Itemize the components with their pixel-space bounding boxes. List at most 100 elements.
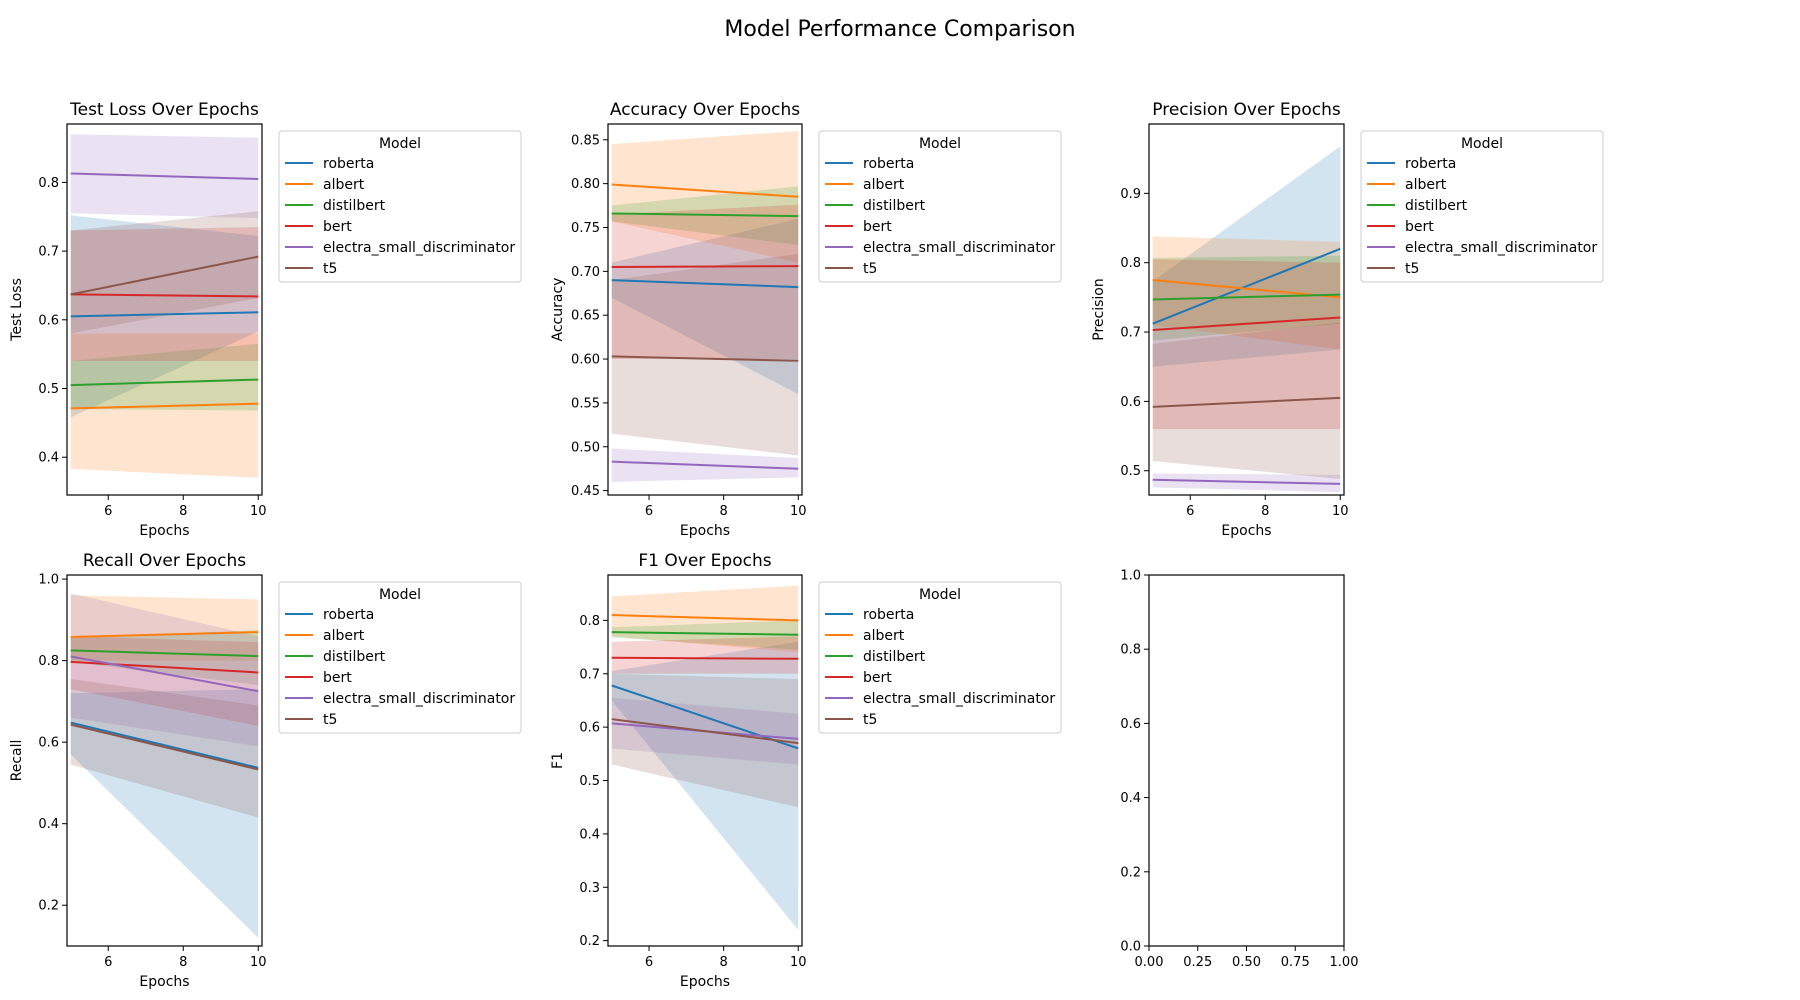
axes-frame [607,574,803,947]
x-tick-label: 10 [1332,504,1349,519]
ci-band-t5 [70,678,259,818]
ci-band-distilbert [1152,255,1341,341]
y-tick-label: 0.8 [38,176,59,191]
y-axis-label: Precision [1091,278,1107,340]
series-line-t5 [611,718,799,745]
series-line-albert [611,183,799,198]
axes-frame [66,123,263,496]
legend: Model roberta albert distilbert bert electra_… [278,581,522,734]
series-line-albert [70,402,259,410]
series-line-albert [611,614,799,622]
y-tick-label: 0.4 [1120,791,1141,806]
y-axis-label: Test Loss [9,278,25,342]
ci-band-electra_small_discriminator [1152,473,1341,493]
subplot-title: F1 Over Epochs [638,551,771,571]
x-axis-label: Epochs [1221,523,1271,539]
series-line-bert [70,293,259,298]
ci-band-electra_small_discriminator [70,593,259,747]
y-tick-label: 0.70 [571,265,600,280]
axes-frame [607,123,803,496]
x-tick-label: 6 [645,504,653,519]
y-axis-label: Accuracy [550,278,566,342]
y-tick-label: 0.8 [38,654,59,669]
legend-entry-electra_small_discriminator: electra_small_discriminator [863,691,1055,707]
y-tick-label: 0.4 [38,817,59,832]
legend: Model roberta albert distilbert bert electra_… [1360,130,1604,283]
ci-band-albert [70,595,259,661]
panels: 6 8 10 0.4 0.5 0.6 0.7 0.8 Test Loss Over Epochs… [9,100,1604,990]
series-line-bert [70,660,259,674]
subplot-1: 6 8 10 0.4 0.5 0.6 0.7 0.8 Test Loss Over Epochs… [9,100,522,539]
subplot-3: 6 8 10 0.5 0.6 0.7 0.8 0.9 Precision Over Epochs… [1091,100,1604,539]
y-tick-label: 0.6 [38,736,59,751]
subplot-4: 6 8 10 0.2 0.4 0.6 0.8 1.0 Recall Over Epochs Epo… [9,551,522,990]
subplot-title: Recall Over Epochs [83,551,246,571]
subplot-2: 6 8 10 0.45 0.50 0.55 0.60 0.65 0.70 0.75 0.80 0.85… [550,100,1062,539]
series-line-distilbert [70,378,259,387]
series-line-distilbert [611,212,799,218]
legend-entry-roberta: roberta [863,607,914,623]
series-line-roberta [611,684,799,750]
legend-entry-distilbert: distilbert [863,649,926,665]
subplot-6: 0.00 0.25 0.50 0.75 1.00 0.0 0.2 0.4 0.6 0.8 1.0 [1120,569,1358,971]
x-tick-label: 1.00 [1330,955,1359,970]
x-tick-label: 10 [790,504,807,519]
subplot-title: Test Loss Over Epochs [69,100,259,120]
y-tick-label: 1.0 [38,573,59,588]
legend-entry-bert: bert [1405,219,1434,235]
x-axis-label: Epochs [139,974,189,990]
legend-entry-roberta: roberta [1405,156,1456,172]
ci-band-roberta [1152,146,1341,367]
series-line-t5 [70,723,259,771]
y-tick-label: 0.8 [1120,643,1141,658]
x-tick-label: 8 [179,955,187,970]
y-tick-label: 0.50 [571,440,600,455]
series-line-electra_small_discriminator [70,655,259,693]
legend-entry-bert: bert [863,670,892,686]
legend-entry-distilbert: distilbert [323,198,386,214]
x-tick-label: 10 [250,504,267,519]
ci-band-t5 [70,211,259,334]
x-axis-label: Epochs [680,523,730,539]
ci-band-t5 [611,253,799,456]
legend-title: Model [919,136,961,152]
x-tick-label: 6 [104,955,112,970]
series-line-distilbert [1152,293,1341,301]
series-line-electra_small_discriminator [611,460,799,470]
legend-entry-roberta: roberta [323,607,374,623]
x-tick-label: 8 [720,955,728,970]
subplot-5: 6 8 10 0.2 0.3 0.4 0.5 0.6 0.7 0.8 F1 Over Epochs E… [550,551,1062,990]
y-tick-label: 0.85 [571,133,600,148]
legend-box [818,581,1062,734]
legend-entry-bert: bert [323,219,352,235]
legend-entry-t5: t5 [323,712,337,728]
x-tick-label: 0.50 [1232,955,1261,970]
x-tick-label: 10 [250,955,267,970]
y-tick-label: 0.2 [1120,865,1141,880]
legend-entry-bert: bert [323,670,352,686]
series-line-bert [611,656,799,660]
x-tick-label: 8 [179,504,187,519]
y-tick-label: 0.75 [571,221,600,236]
y-tick-label: 0.5 [579,774,600,789]
series-line-roberta [70,721,259,769]
y-tick-label: 0.6 [1120,717,1141,732]
legend-box [1360,130,1604,283]
ci-band-distilbert [611,620,799,650]
x-tick-label: 0.75 [1281,955,1310,970]
y-tick-label: 0.5 [1120,464,1141,479]
y-tick-label: 0.6 [579,721,600,736]
legend-entry-albert: albert [323,177,365,193]
y-tick-label: 0.7 [579,667,600,682]
y-tick-label: 0.9 [1120,187,1141,202]
ci-band-t5 [611,673,799,808]
x-tick-label: 8 [1261,504,1269,519]
legend-title: Model [1461,136,1503,152]
y-axis-label: F1 [550,752,566,769]
ci-band-distilbert [70,630,259,686]
y-tick-label: 0.2 [579,934,600,949]
legend-entry-roberta: roberta [863,156,914,172]
series-line-roberta [1152,247,1341,325]
y-tick-label: 0.2 [38,899,59,914]
